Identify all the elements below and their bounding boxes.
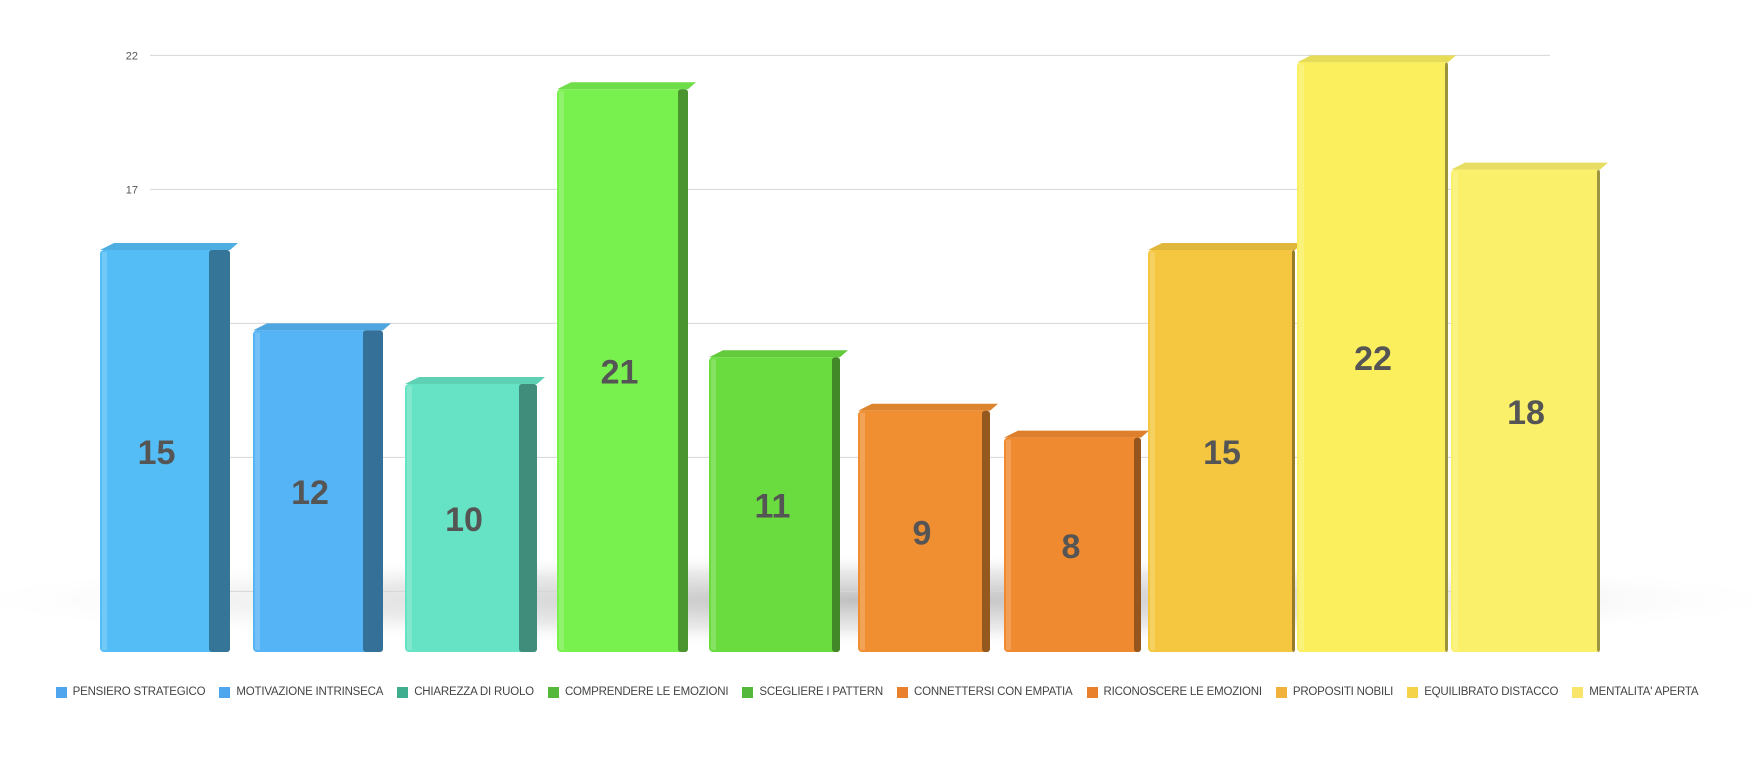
legend-label: PROPOSITI NOBILI	[1292, 686, 1394, 698]
legend-item: COMPRENDERE LE EMOZIONI	[547, 686, 729, 698]
legend-item: MENTALITA' APERTA	[1572, 686, 1699, 698]
legend: PENSIERO STRATEGICO MOTIVAZIONE INTRINSEC…	[0, 686, 1754, 698]
bar-front-face	[709, 357, 840, 652]
bar-side-face	[1597, 169, 1600, 652]
bar-top-face	[1004, 430, 1149, 438]
legend-swatch	[55, 686, 67, 698]
bar-front-face	[557, 89, 688, 652]
bar-side-face	[678, 89, 688, 652]
bar-front-face	[253, 330, 383, 652]
legend-label: CONNETTERSI CON EMPATIA	[913, 686, 1073, 698]
bar-side-face	[832, 357, 840, 652]
bar-front-face	[1451, 169, 1600, 652]
legend-item: RICONOSCERE LE EMOZIONI	[1086, 686, 1263, 698]
legend-item: MOTIVAZIONE INTRINSECA	[219, 686, 383, 698]
legend-item: PROPOSITI NOBILI	[1275, 686, 1394, 698]
legend-label: RICONOSCERE LE EMOZIONI	[1103, 686, 1263, 698]
bar-chart: 17 22 15 12 10 21 11 9 8 15 22 18	[0, 50, 1754, 652]
bar-side-face	[982, 410, 990, 652]
bar-front-face	[1148, 250, 1295, 652]
bar-highlight	[102, 252, 107, 650]
bar	[858, 403, 998, 652]
bar-front-face	[1004, 437, 1141, 652]
bar-value-label: 12	[291, 474, 329, 512]
legend-label: EQUILIBRATO DISTACCO	[1424, 686, 1559, 698]
legend-swatch	[896, 686, 908, 698]
bar-value-label: 8	[1062, 528, 1081, 566]
bar-value-label: 11	[755, 488, 791, 526]
bar-value-label: 18	[1507, 394, 1545, 432]
bar-highlight	[1299, 64, 1304, 650]
bar-side-face	[519, 384, 537, 652]
bar-top-face	[557, 82, 696, 90]
legend-label: SCEGLIERE I PATTERN	[759, 686, 883, 698]
bar-highlight	[1150, 252, 1155, 650]
legend-swatch	[742, 686, 754, 698]
bar-front-face	[100, 250, 230, 652]
bar-value-label: 22	[1354, 340, 1392, 378]
bar-value-label: 10	[445, 501, 483, 539]
legend-label: MENTALITA' APERTA	[1589, 686, 1699, 698]
bar	[1004, 430, 1149, 652]
bar	[253, 323, 391, 652]
bar-top-face	[253, 323, 391, 331]
legend-swatch	[1407, 686, 1419, 698]
legend-swatch	[1572, 686, 1584, 698]
bar-highlight	[1006, 439, 1011, 650]
bar-side-face	[363, 330, 383, 652]
bar-value-label: 21	[601, 354, 639, 392]
bar-top-face	[1451, 162, 1608, 170]
legend-swatch	[547, 686, 559, 698]
bar-top-face	[100, 243, 238, 250]
y-tick-label: 17	[126, 184, 138, 196]
legend-swatch	[1086, 686, 1098, 698]
bar	[405, 377, 545, 652]
legend-item: CHIAREZZA DI RUOLO	[397, 686, 534, 698]
bar	[1451, 162, 1608, 652]
bar-top-face	[858, 403, 998, 411]
bar	[100, 243, 238, 652]
bar-side-face	[1134, 437, 1141, 652]
bar	[1297, 55, 1456, 652]
bar	[709, 350, 848, 652]
bar-value-label: 9	[913, 514, 932, 552]
bar-side-face	[1445, 62, 1448, 652]
legend-swatch	[1275, 686, 1287, 698]
bar-highlight	[407, 386, 412, 650]
bar-value-label: 15	[138, 434, 176, 472]
bar-highlight	[860, 412, 865, 650]
bar-top-face	[709, 350, 848, 358]
bar	[1148, 243, 1303, 652]
legend-item: SCEGLIERE I PATTERN	[742, 686, 883, 698]
legend-item: EQUILIBRATO DISTACCO	[1407, 686, 1558, 698]
bar-front-face	[1297, 62, 1448, 652]
bar-highlight	[711, 359, 716, 650]
legend-label: PENSIERO STRATEGICO	[72, 686, 206, 698]
legend-item: PENSIERO STRATEGICO	[55, 686, 206, 698]
bar	[557, 82, 696, 652]
legend-swatch	[219, 686, 231, 698]
bar-value-label: 15	[1203, 434, 1241, 472]
bar-side-face	[209, 250, 230, 652]
legend-swatch	[397, 686, 409, 698]
bar-front-face	[405, 384, 537, 652]
bar-highlight	[255, 332, 260, 650]
legend-label: CHIAREZZA DI RUOLO	[414, 686, 534, 698]
bar-top-face	[1297, 55, 1456, 63]
bar-side-face	[1292, 250, 1295, 652]
legend-label: COMPRENDERE LE EMOZIONI	[564, 686, 729, 698]
bar-top-face	[405, 377, 545, 384]
legend-label: MOTIVAZIONE INTRINSECA	[236, 686, 384, 698]
bar-front-face	[858, 410, 990, 652]
bar-highlight	[559, 91, 564, 650]
y-tick-label: 22	[126, 50, 138, 62]
bar-highlight	[1453, 171, 1458, 650]
bar-top-face	[1148, 243, 1303, 250]
legend-item: CONNETTERSI CON EMPATIA	[896, 686, 1073, 698]
